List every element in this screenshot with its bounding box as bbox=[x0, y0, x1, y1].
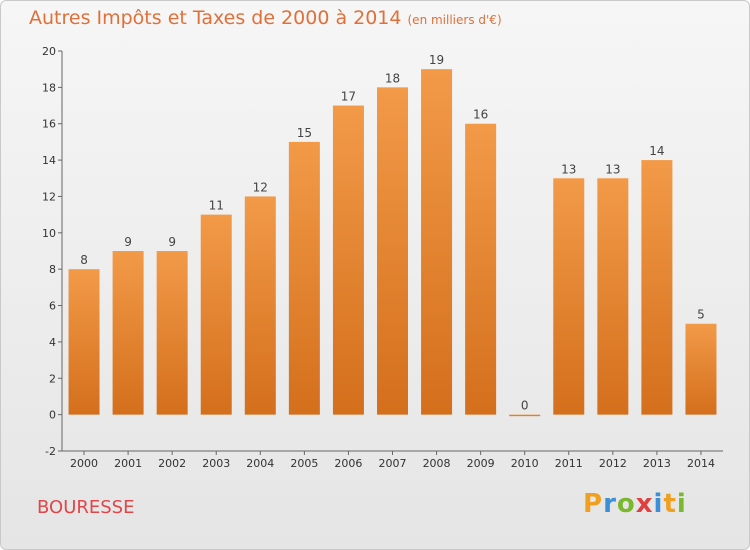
y-tick-label: 20 bbox=[42, 45, 56, 58]
logo-letter: x bbox=[635, 489, 654, 519]
bar bbox=[112, 251, 144, 415]
data-label: 12 bbox=[253, 180, 268, 194]
data-label: 16 bbox=[473, 108, 488, 122]
x-tick-label: 2004 bbox=[246, 457, 274, 470]
data-label: 17 bbox=[341, 90, 356, 104]
chart-unit: (en milliers d'€) bbox=[407, 13, 502, 27]
bar bbox=[641, 160, 673, 415]
y-tick-label: 4 bbox=[49, 336, 56, 349]
data-label: 18 bbox=[385, 71, 400, 85]
data-label: 11 bbox=[209, 199, 224, 213]
y-tick-label: 16 bbox=[42, 118, 56, 131]
bar bbox=[377, 87, 408, 415]
data-label: 0 bbox=[521, 399, 529, 413]
bar bbox=[200, 214, 232, 415]
data-label: 15 bbox=[297, 126, 312, 140]
y-tick-label: 18 bbox=[42, 81, 56, 94]
y-tick-label: 10 bbox=[42, 227, 56, 240]
commune-name: BOURESSE bbox=[37, 497, 135, 518]
x-tick-label: 2013 bbox=[643, 457, 671, 470]
bar bbox=[244, 196, 276, 415]
y-tick-label: 8 bbox=[49, 263, 56, 276]
y-tick-label: 12 bbox=[42, 190, 56, 203]
x-tick-label: 2000 bbox=[70, 457, 98, 470]
data-label: 13 bbox=[605, 162, 620, 176]
x-tick-label: 2002 bbox=[158, 457, 186, 470]
bar bbox=[597, 178, 629, 415]
bar bbox=[553, 178, 585, 415]
logo-letter: i bbox=[676, 489, 687, 519]
x-tick-label: 2007 bbox=[379, 457, 407, 470]
data-label: 14 bbox=[649, 144, 664, 158]
logo-letter: t bbox=[663, 489, 677, 519]
bar bbox=[288, 141, 320, 415]
bar bbox=[509, 414, 541, 417]
x-tick-label: 2014 bbox=[687, 457, 715, 470]
chart-title-text: Autres Impôts et Taxes de 2000 à 2014 bbox=[29, 7, 402, 29]
bar bbox=[685, 323, 717, 415]
logo-letter: r bbox=[603, 489, 617, 519]
chart-title: Autres Impôts et Taxes de 2000 à 2014 (en… bbox=[29, 7, 502, 29]
data-label: 5 bbox=[697, 308, 705, 322]
x-tick-label: 2009 bbox=[467, 457, 495, 470]
proxiti-logo: Proxiti bbox=[583, 489, 687, 519]
data-label: 9 bbox=[168, 235, 176, 249]
bar bbox=[332, 105, 364, 415]
x-tick-label: 2011 bbox=[555, 457, 583, 470]
x-tick-label: 2008 bbox=[423, 457, 451, 470]
y-tick-label: -2 bbox=[45, 445, 56, 458]
x-tick-label: 2012 bbox=[599, 457, 627, 470]
data-label: 19 bbox=[429, 53, 444, 67]
x-tick-label: 2005 bbox=[290, 457, 318, 470]
x-tick-label: 2001 bbox=[114, 457, 142, 470]
y-tick-label: 2 bbox=[49, 372, 56, 385]
logo-letter: P bbox=[583, 489, 604, 519]
y-tick-label: 6 bbox=[49, 300, 56, 313]
x-tick-label: 2003 bbox=[202, 457, 230, 470]
data-label: 8 bbox=[80, 253, 88, 267]
data-label: 13 bbox=[561, 162, 576, 176]
bar bbox=[421, 69, 453, 415]
bar bbox=[156, 251, 188, 415]
y-tick-label: 14 bbox=[42, 154, 56, 167]
logo-letter: i bbox=[653, 489, 664, 519]
x-tick-label: 2010 bbox=[511, 457, 539, 470]
bar bbox=[465, 123, 497, 415]
y-tick-label: 0 bbox=[49, 409, 56, 422]
bar bbox=[68, 269, 100, 415]
data-label: 9 bbox=[124, 235, 132, 249]
x-tick-label: 2006 bbox=[334, 457, 362, 470]
logo-letter: o bbox=[616, 489, 636, 519]
